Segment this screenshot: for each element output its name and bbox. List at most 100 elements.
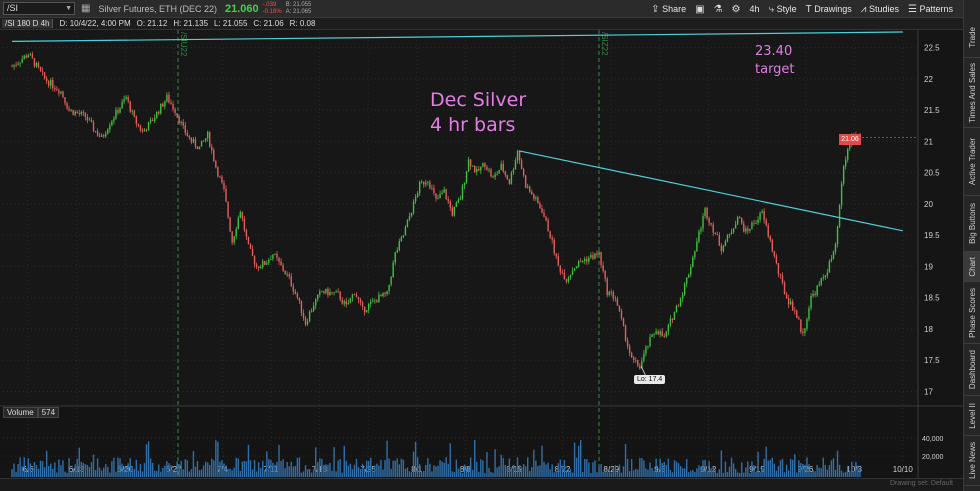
timeframe-button[interactable]: 4h: [749, 4, 760, 14]
volume-bar: [524, 466, 527, 477]
volume-bar: [592, 462, 594, 477]
sidebar-tab-times-and-sales[interactable]: Times And Sales: [964, 58, 980, 128]
sidebar-tab-label: Active Trader: [968, 137, 977, 186]
volume-bar: [575, 457, 578, 477]
candle-body: [675, 305, 678, 312]
sidebar-tab-dashboard[interactable]: Dashboard: [964, 344, 980, 396]
volume-bar: [174, 471, 176, 477]
screenshot-icon[interactable]: ▣: [695, 3, 705, 15]
candle-body: [268, 259, 270, 263]
candle-body: [133, 110, 136, 117]
candle-body: [107, 129, 109, 134]
candle-body: [557, 256, 559, 266]
sidebar-tab-label: Times And Sales: [968, 62, 977, 123]
candle-body: [72, 109, 74, 115]
volume-bar: [620, 472, 623, 477]
volume-bar: [107, 466, 109, 477]
volume-bar: [98, 467, 101, 477]
candle-body: [227, 201, 229, 218]
volume-bar: [194, 466, 197, 477]
volume-bar: [486, 451, 488, 477]
candle-body: [129, 101, 131, 112]
candle-body: [716, 233, 718, 235]
volume-bar: [274, 464, 276, 477]
sidebar-tab-active-trader[interactable]: Active Trader: [964, 128, 980, 196]
sidebar-tab-phase-scores[interactable]: Phase Scores: [964, 282, 980, 344]
volume-bar: [573, 442, 576, 477]
candle-body: [105, 133, 107, 137]
candle-body: [327, 288, 329, 296]
candle-body: [473, 165, 476, 172]
volume-bar: [635, 468, 637, 477]
candle-body: [753, 222, 755, 224]
candle-body: [125, 97, 127, 100]
candle-body: [732, 228, 735, 233]
volume-bar: [675, 461, 678, 477]
volume-bar: [461, 472, 464, 477]
volume-bar: [653, 470, 655, 477]
candle-body: [612, 292, 615, 299]
candle-body: [149, 120, 152, 123]
volume-bar: [190, 469, 193, 477]
target-annotation: 23.40 target: [755, 43, 795, 79]
volume-bar: [433, 465, 435, 477]
candle-body: [604, 270, 606, 279]
sidebar-tab-trade[interactable]: Trade: [964, 18, 980, 58]
candle-body: [741, 218, 743, 224]
candle-body: [663, 336, 665, 338]
volume-bar: [363, 469, 366, 477]
volume-bar: [229, 468, 231, 477]
volume-bar: [759, 472, 761, 477]
sidebar-tab-level-ii[interactable]: Level II: [964, 396, 980, 436]
chevron-down-icon: ▼: [65, 5, 72, 12]
sidebar-tab-chart[interactable]: Chart: [964, 252, 980, 282]
patterns-button[interactable]: ☰ Patterns: [908, 4, 953, 15]
volume-bar: [357, 467, 360, 477]
candle-body: [781, 275, 784, 283]
candle-body: [594, 253, 596, 259]
volume-bar: [783, 472, 786, 477]
volume-bar: [272, 462, 274, 477]
flask-icon[interactable]: ⚗: [713, 3, 723, 15]
volume-bar: [160, 471, 162, 477]
volume-bar: [641, 458, 643, 477]
candle-body: [264, 261, 266, 265]
candle-body: [412, 201, 415, 214]
volume-bar: [341, 472, 343, 477]
candle-body: [180, 122, 182, 124]
candle-body: [657, 331, 659, 335]
price-chart[interactable]: 1717.51818.51919.52020.52121.52222.56/66…: [0, 30, 963, 478]
candle-body: [431, 188, 433, 189]
drawings-button[interactable]: T Drawings: [806, 4, 852, 15]
candle-body: [296, 293, 299, 298]
patterns-icon: ☰: [907, 3, 917, 15]
volume-bar: [736, 472, 739, 477]
low-bubble: Lo: 17.4: [634, 375, 666, 384]
style-button[interactable]: ⤷ Style: [769, 4, 797, 15]
symbol-selector[interactable]: /SI ▼: [3, 2, 75, 15]
volume-bar: [45, 450, 48, 477]
y-tick-label: 19.5: [924, 231, 940, 240]
volume-bar: [204, 461, 207, 477]
candle-body: [241, 212, 244, 219]
sidebar-tab-live-news[interactable]: Live News: [964, 436, 980, 486]
volume-bar: [789, 458, 792, 477]
volume-bar: [781, 458, 784, 477]
volume-value: 574: [37, 407, 60, 418]
volume-bar: [741, 462, 743, 477]
trendline: [518, 150, 903, 232]
share-button[interactable]: ⇪ Share: [651, 4, 686, 15]
candle-body: [798, 317, 800, 320]
candle-body: [235, 228, 237, 237]
volume-bar: [41, 461, 44, 477]
studies-button[interactable]: ⩘ Studies: [861, 4, 899, 15]
volume-bar: [121, 463, 123, 477]
volume-bar: [149, 458, 152, 477]
candle-body: [779, 273, 782, 276]
price-change: -.039 -0.18%: [263, 2, 282, 16]
sidebar-tab-big-buttons[interactable]: Big Buttons: [964, 196, 980, 252]
volume-bar: [382, 469, 384, 477]
gear-icon[interactable]: ⚙: [731, 3, 741, 15]
grid-icon[interactable]: ▦: [81, 3, 91, 14]
volume-bar: [522, 464, 525, 477]
